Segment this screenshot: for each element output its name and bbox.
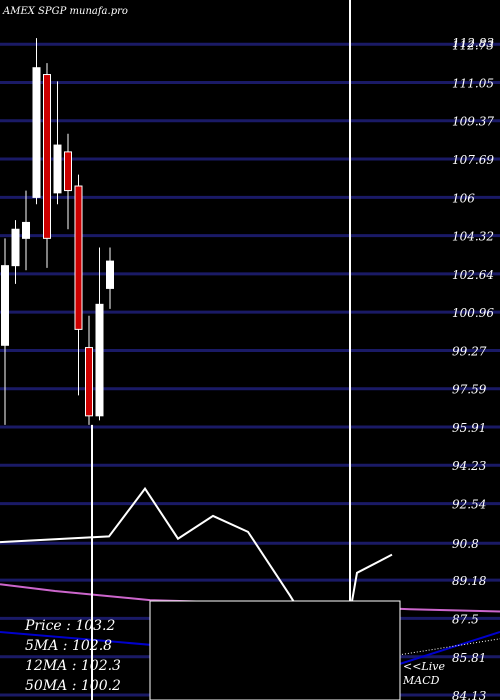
ma12-info-label: 12MA : 102.3 bbox=[25, 658, 121, 674]
y-tick-label: 112.73 bbox=[452, 38, 494, 52]
macd-label: MACD bbox=[402, 674, 440, 687]
y-tick-label: 87.5 bbox=[452, 612, 479, 626]
y-tick-label: 102.64 bbox=[452, 268, 494, 282]
candle-body-down bbox=[74, 185, 83, 330]
candle-body-up bbox=[106, 260, 114, 289]
candle-body-up bbox=[95, 303, 104, 417]
chart-title: AMEX SPGP munafa.pro bbox=[2, 6, 128, 17]
candle-body-up bbox=[53, 144, 62, 194]
y-tick-label: 100.96 bbox=[452, 306, 494, 320]
candle-body-down bbox=[64, 151, 72, 192]
y-tick-label: 111.05 bbox=[452, 76, 494, 90]
candle-body-down bbox=[43, 74, 51, 239]
candle-body-up bbox=[22, 221, 30, 239]
price-info-label: Price : 103.2 bbox=[24, 618, 116, 634]
candle-body-up bbox=[32, 67, 41, 198]
y-tick-label: 95.91 bbox=[452, 421, 486, 435]
y-tick-label: 89.18 bbox=[452, 574, 487, 588]
y-tick-label: 106 bbox=[452, 191, 475, 205]
y-tick-label: 85.81 bbox=[452, 651, 486, 665]
y-tick-label: 107.69 bbox=[452, 153, 494, 167]
y-tick-label: 104.32 bbox=[452, 230, 494, 244]
y-tick-label: 94.23 bbox=[452, 459, 487, 473]
y-tick-label: 90.8 bbox=[452, 537, 479, 551]
y-tick-label: 112.83 bbox=[452, 36, 494, 50]
macd-panel-box bbox=[149, 600, 401, 700]
grid-layer bbox=[0, 42, 500, 697]
ma5-info-label: 5MA : 102.8 bbox=[25, 638, 112, 654]
candle-body-down bbox=[85, 347, 93, 417]
y-tick-label: 99.27 bbox=[452, 345, 487, 359]
candle-body-up bbox=[11, 228, 20, 267]
y-tick-label: 97.59 bbox=[452, 383, 487, 397]
macd-live-label: <<Live bbox=[403, 660, 445, 673]
ma50-info-label: 50MA : 100.2 bbox=[25, 678, 121, 694]
y-tick-label: 109.37 bbox=[452, 115, 494, 129]
candle-body-up bbox=[1, 265, 9, 346]
y-tick-label: 92.54 bbox=[452, 498, 486, 512]
y-tick-label: 84.13 bbox=[452, 689, 487, 700]
candle-layer bbox=[1, 38, 114, 425]
